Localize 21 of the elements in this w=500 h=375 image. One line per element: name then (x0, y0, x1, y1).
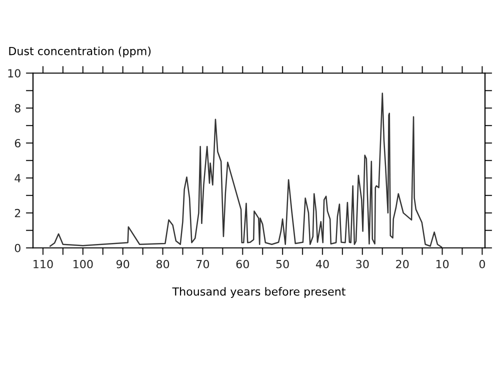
x-tick-label: 110 (34, 260, 53, 268)
x-tick-label: 30 (356, 260, 369, 268)
line-series (50, 92, 442, 248)
x-tick-label: 20 (396, 260, 409, 268)
x-tick-label: 0 (479, 260, 485, 268)
x-tick-label: 50 (276, 260, 289, 268)
x-tick-label: 80 (156, 260, 170, 268)
y-tick-label: 10 (8, 69, 20, 78)
y-tick-label: 0 (14, 244, 20, 252)
y-tick-label: 4 (14, 174, 21, 182)
y-axis-title: Dust concentration (ppm) (9, 46, 151, 58)
x-tick-label: 60 (236, 260, 249, 268)
x-tick-label: 70 (196, 260, 210, 268)
x-tick-label: 10 (436, 260, 449, 268)
x-tick-label: 90 (116, 260, 130, 268)
y-tick-label: 8 (14, 104, 20, 112)
y-tick-label: 2 (14, 208, 20, 218)
y-tick-label: 6 (14, 139, 20, 148)
x-axis-title: Thousand years before present (172, 287, 346, 298)
x-tick-label: 100 (74, 260, 93, 268)
x-tick-label: 40 (316, 260, 329, 268)
